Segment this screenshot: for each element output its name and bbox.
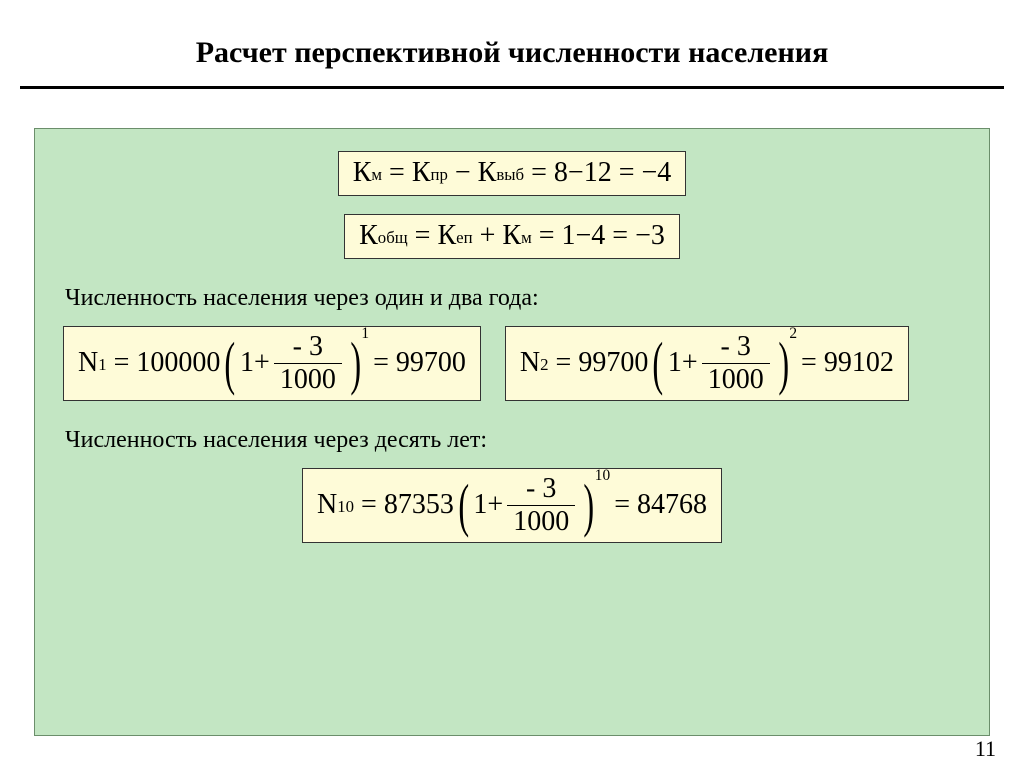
ko-t1-sub: еп bbox=[456, 229, 472, 247]
n10-one: 1 bbox=[473, 490, 487, 521]
formula-n2: N2 = 99700 ( 1 + - 3 1000 ) 2 = 99102 bbox=[505, 326, 909, 401]
ko-eq1: = bbox=[415, 221, 431, 252]
n1-lhs-sym: N bbox=[78, 348, 98, 379]
n10-result: 84768 bbox=[637, 490, 707, 521]
n10-frac-den: 1000 bbox=[507, 506, 575, 536]
page-number: 11 bbox=[975, 736, 996, 762]
km-t1-sub: пр bbox=[431, 166, 448, 184]
n2-one: 1 bbox=[668, 348, 682, 379]
n10-lhs-sym: N bbox=[317, 490, 337, 521]
ko-op2: − bbox=[575, 221, 591, 252]
n1-exp: 1 bbox=[361, 326, 369, 343]
ko-t1-sym: К bbox=[437, 221, 456, 252]
n1-lhs-sub: 1 bbox=[98, 356, 106, 374]
n2-base: 99700 bbox=[578, 348, 648, 379]
lparen-icon: ( bbox=[458, 482, 469, 529]
formula-km: Км = Кпр − Квыб = 8 − 12 = −4 bbox=[338, 151, 687, 196]
formula-kobsh: Кобщ = Кеп + Км = 1 − 4 = −3 bbox=[344, 214, 680, 259]
n10-frac-num: - 3 bbox=[507, 475, 575, 506]
ko-lhs-sym: К bbox=[359, 221, 378, 252]
km-eq1: = bbox=[389, 158, 405, 189]
n2-plus: + bbox=[682, 348, 698, 379]
km-t1-sym: К bbox=[412, 158, 431, 189]
n10-frac: - 3 1000 bbox=[507, 475, 575, 536]
ko-eq3: = bbox=[612, 221, 628, 252]
n2-frac: - 3 1000 bbox=[702, 333, 770, 394]
n2-result: 99102 bbox=[824, 348, 894, 379]
lparen-icon: ( bbox=[225, 340, 236, 387]
km-op2: − bbox=[568, 158, 584, 189]
formula-kobsh-row: Кобщ = Кеп + Км = 1 − 4 = −3 bbox=[63, 214, 961, 259]
km-eq2: = bbox=[531, 158, 547, 189]
caption-year-1-2: Численность населения через один и два г… bbox=[65, 285, 961, 312]
formula-n1-n2-row: N1 = 100000 ( 1 + - 3 1000 ) 1 = 99700 bbox=[63, 326, 961, 401]
n1-frac-den: 1000 bbox=[274, 364, 342, 394]
lparen-icon: ( bbox=[653, 340, 664, 387]
km-v2: 12 bbox=[584, 158, 612, 189]
formula-km-row: Км = Кпр − Квыб = 8 − 12 = −4 bbox=[63, 151, 961, 196]
n10-exp: 10 bbox=[595, 468, 610, 485]
n2-frac-num: - 3 bbox=[702, 333, 770, 364]
ko-op1: + bbox=[480, 221, 496, 252]
ko-t2-sub: м bbox=[521, 229, 532, 247]
n10-base: 87353 bbox=[384, 490, 454, 521]
km-result: −4 bbox=[642, 158, 672, 189]
n1-base: 100000 bbox=[136, 348, 220, 379]
ko-result: −3 bbox=[635, 221, 665, 252]
n2-exp: 2 bbox=[789, 326, 797, 343]
km-t2-sym: К bbox=[478, 158, 497, 189]
n1-result: 99700 bbox=[396, 348, 466, 379]
ko-v2: 4 bbox=[591, 221, 605, 252]
n1-frac-num: - 3 bbox=[274, 333, 342, 364]
title-divider bbox=[20, 86, 1004, 89]
km-lhs-sub: м bbox=[371, 166, 382, 184]
ko-lhs-sub: общ bbox=[378, 229, 408, 247]
n1-plus: + bbox=[254, 348, 270, 379]
rparen-icon: ) bbox=[350, 340, 361, 387]
km-v1: 8 bbox=[554, 158, 568, 189]
ko-eq2: = bbox=[539, 221, 555, 252]
content-panel: Км = Кпр − Квыб = 8 − 12 = −4 Кобщ = Кеп… bbox=[34, 128, 990, 736]
n1-frac: - 3 1000 bbox=[274, 333, 342, 394]
ko-t2-sym: К bbox=[502, 221, 521, 252]
n10-lhs-sub: 10 bbox=[337, 498, 354, 516]
slide-title: Расчет перспективной численности населен… bbox=[0, 0, 1024, 86]
formula-n10-row: N10 = 87353 ( 1 + - 3 1000 ) 10 = 84768 bbox=[63, 468, 961, 543]
n1-one: 1 bbox=[240, 348, 254, 379]
km-eq3: = bbox=[619, 158, 635, 189]
rparen-icon: ) bbox=[778, 340, 789, 387]
km-op1: − bbox=[455, 158, 471, 189]
km-t2-sub: выб bbox=[496, 166, 524, 184]
caption-year-10: Численность населения через десять лет: bbox=[65, 427, 961, 454]
km-lhs-sym: К bbox=[353, 158, 372, 189]
rparen-icon: ) bbox=[584, 482, 595, 529]
formula-n1: N1 = 100000 ( 1 + - 3 1000 ) 1 = 99700 bbox=[63, 326, 481, 401]
n10-plus: + bbox=[487, 490, 503, 521]
n2-frac-den: 1000 bbox=[702, 364, 770, 394]
n2-lhs-sym: N bbox=[520, 348, 540, 379]
ko-v1: 1 bbox=[561, 221, 575, 252]
n2-lhs-sub: 2 bbox=[540, 356, 548, 374]
formula-n10: N10 = 87353 ( 1 + - 3 1000 ) 10 = 84768 bbox=[302, 468, 722, 543]
